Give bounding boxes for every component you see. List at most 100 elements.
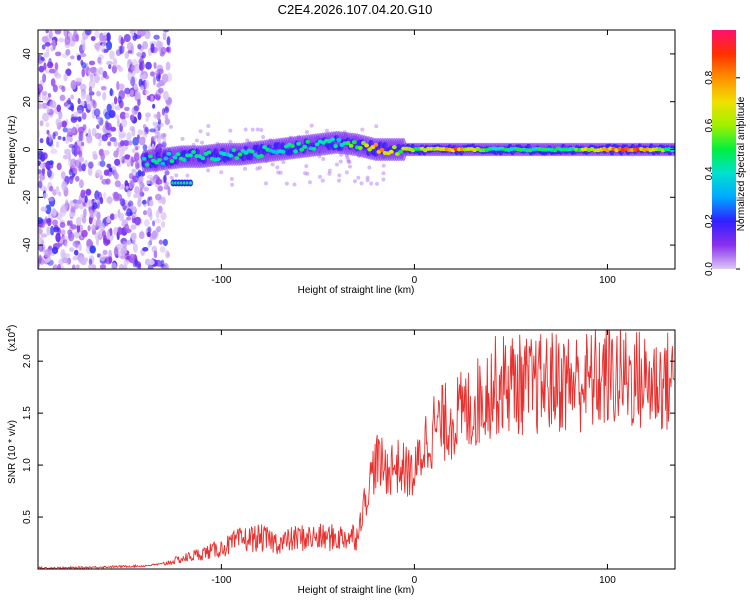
noise-cell (142, 210, 148, 216)
noise-cell (106, 60, 113, 66)
noise-cell (39, 138, 44, 144)
noise-cell (133, 193, 139, 199)
noise-cell (154, 218, 162, 224)
ridge-cell (388, 149, 394, 154)
noise-cell (107, 141, 112, 147)
noise-cell (62, 127, 69, 133)
y-tick-label: 0.5 (22, 510, 33, 524)
noise-cell (139, 60, 145, 71)
noise-cell (106, 32, 111, 42)
noise-cell (162, 266, 168, 269)
ridge-cell (364, 143, 369, 148)
noise-cell (41, 102, 48, 109)
x-tick-label: 0 (412, 275, 418, 286)
noise-cell (359, 181, 364, 186)
noise-cell (106, 196, 113, 204)
noise-cell (76, 199, 83, 205)
noise-cell (66, 136, 74, 142)
noise-cell (151, 230, 157, 240)
noise-cell (375, 181, 380, 186)
noise-cell (68, 144, 76, 149)
noise-cell (158, 239, 164, 245)
noise-cell (307, 180, 312, 185)
noise-cell (109, 88, 113, 97)
ridge-cell (361, 140, 366, 145)
noise-cell (165, 250, 170, 259)
noise-cell (61, 85, 66, 93)
noise-cell (137, 169, 142, 177)
noise-cell (144, 112, 151, 118)
noise-cell (118, 66, 124, 72)
noise-cell (126, 41, 134, 51)
noise-cell (52, 264, 59, 269)
noise-cell (112, 57, 118, 68)
noise-cell (119, 198, 126, 207)
noise-cell (109, 213, 115, 221)
noise-cell (106, 103, 112, 113)
noise-cell (119, 263, 124, 269)
noise-cell (152, 220, 156, 227)
colorbar-tick-label: 0.0 (704, 262, 715, 276)
noise-cell (38, 97, 41, 102)
noise-cell (94, 42, 100, 50)
noise-cell (76, 223, 81, 233)
noise-cell (381, 177, 386, 182)
noise-cell (65, 258, 70, 265)
noise-cell (92, 202, 98, 210)
noise-cell (137, 43, 142, 50)
ridge-cell (234, 156, 240, 161)
noise-cell (304, 129, 309, 134)
noise-cell (88, 216, 93, 225)
noise-cell (148, 199, 154, 207)
noise-cell (82, 42, 86, 51)
noise-cell (133, 105, 140, 112)
snr-panel: -100 0 100 0.5 1.0 1.5 2.0 Height of straight… (6, 325, 676, 596)
noise-cell (47, 217, 52, 227)
ridge-cell (231, 148, 237, 153)
noise-cell (38, 236, 44, 246)
noise-cell (113, 246, 119, 257)
noise-cell (263, 181, 268, 186)
noise-cell (121, 183, 126, 190)
noise-cell (106, 163, 112, 169)
noise-cell (46, 129, 50, 135)
noise-cell (76, 216, 82, 226)
noise-cell (92, 264, 97, 269)
noise-cell (41, 44, 46, 50)
noise-cell (156, 82, 162, 88)
noise-cell (130, 232, 137, 241)
noise-cell (157, 185, 164, 192)
noise-cell (155, 209, 160, 219)
colorbar-tick-label: 0.8 (704, 70, 715, 84)
noise-cell (48, 160, 54, 165)
noise-cell (104, 111, 112, 120)
ridge-cell (370, 145, 376, 150)
noise-cell (161, 73, 169, 84)
noise-cell (162, 30, 170, 33)
noise-cell (69, 175, 74, 185)
ridge-cell (398, 149, 403, 154)
noise-cell (79, 52, 87, 58)
noise-cell (138, 136, 146, 146)
noise-cell (126, 240, 132, 245)
ridge-cell (163, 156, 169, 161)
y-tick-label: 40 (22, 48, 33, 60)
noise-cell (126, 208, 133, 217)
noise-cell (84, 195, 88, 203)
ridge-cell (144, 162, 150, 167)
noise-cell (137, 263, 142, 269)
noise-cell (78, 242, 82, 252)
noise-cell (165, 61, 171, 71)
noise-cell (78, 204, 84, 210)
ridge-cell (302, 144, 308, 149)
noise-cell (90, 36, 96, 41)
noise-cell (137, 111, 142, 121)
spectrogram-y-ticks: 40 20 0 -20 -40 (22, 48, 675, 252)
noise-cell (365, 178, 370, 183)
noise-cell (147, 207, 152, 218)
noise-cell (123, 258, 129, 266)
noise-cell (150, 95, 154, 102)
noise-cell (71, 173, 76, 178)
noise-cell (146, 180, 151, 185)
noise-cell (75, 158, 80, 168)
